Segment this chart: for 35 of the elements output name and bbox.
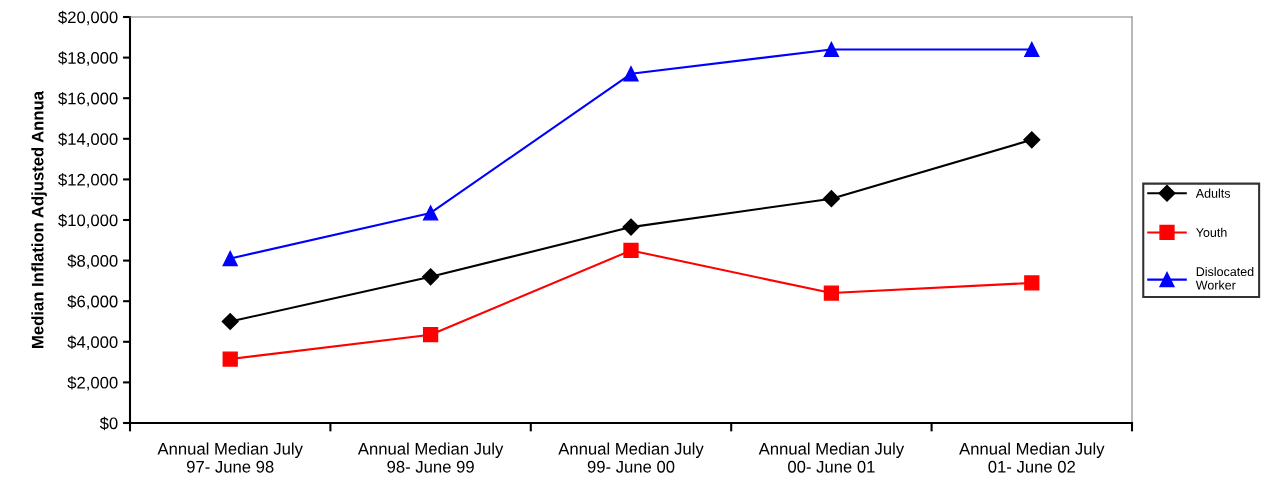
legend-label: Youth [1196, 227, 1227, 237]
point [222, 250, 238, 267]
y-tick-label: $0 [99, 416, 118, 431]
point [623, 242, 639, 259]
y-tick-label: $8,000 [67, 254, 118, 269]
point [1024, 41, 1040, 58]
point [222, 351, 238, 367]
y-tick-label: $14,000 [58, 132, 118, 147]
point [823, 285, 840, 301]
legend-label: Dislocated Worker [1195, 266, 1254, 290]
point [823, 41, 840, 58]
point [1023, 131, 1041, 149]
point [422, 327, 439, 343]
point [1024, 275, 1040, 291]
y-tick-label: $2,000 [67, 376, 118, 391]
x-tick-label: Annual Median July 97- June 98 [157, 442, 303, 473]
point [422, 268, 440, 286]
legend-label: Adults [1195, 188, 1231, 198]
y-tick-label: $20,000 [58, 10, 118, 26]
y-tick-label: $12,000 [58, 173, 118, 188]
y-axis-title: Median Inflation Adjusted Annua [31, 90, 47, 348]
point [422, 205, 439, 221]
point [822, 190, 840, 208]
x-tick-label: Annual Median July 00- June 01 [758, 442, 905, 473]
y-tick-label: $18,000 [58, 51, 118, 66]
point [221, 312, 239, 331]
y-tick-label: $10,000 [58, 213, 118, 229]
y-tick-label: $16,000 [58, 91, 118, 107]
x-tick-label: Annual Median July 01- June 02 [959, 442, 1105, 473]
x-tick-label: Annual Median July 98- June 99 [357, 442, 504, 473]
y-tick-label: $6,000 [67, 294, 118, 310]
x-tick-label: Annual Median July 99- June 00 [558, 442, 704, 473]
point [622, 218, 640, 236]
y-tick-label: $4,000 [67, 335, 118, 350]
point [623, 66, 639, 82]
